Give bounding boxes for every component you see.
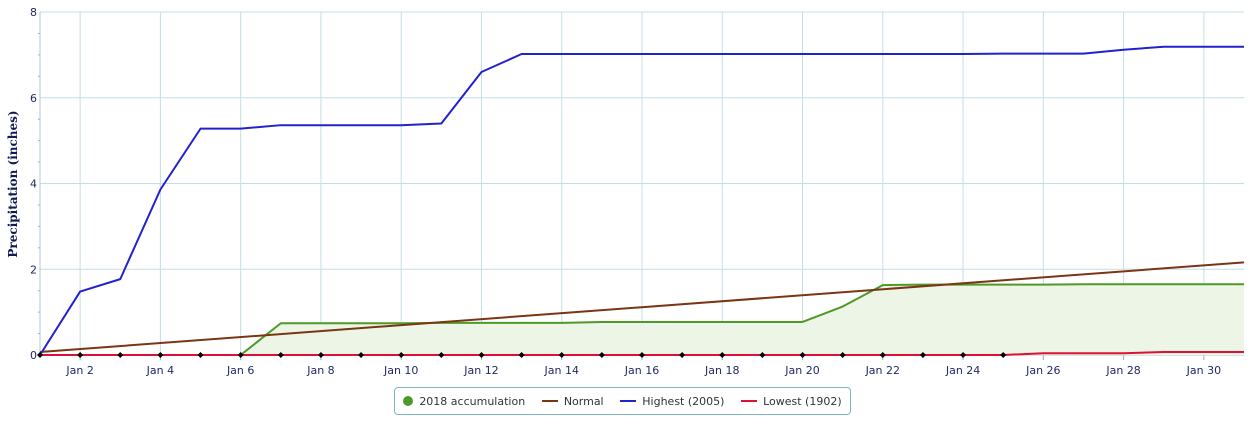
x-tick-label: Jan 4	[146, 364, 174, 377]
legend-swatch-2018	[403, 396, 414, 406]
day-marker	[879, 352, 886, 358]
legend-item-highest[interactable]: Highest (2005)	[620, 395, 724, 408]
day-marker	[438, 352, 445, 358]
x-tick-label: Jan 10	[383, 364, 418, 377]
legend-label-lowest: Lowest (1902)	[763, 394, 842, 408]
day-marker	[237, 352, 244, 358]
area-2018-accumulation	[40, 284, 1244, 355]
legend-item-lowest[interactable]: Lowest (1902)	[741, 395, 842, 408]
day-marker	[358, 352, 365, 358]
day-marker	[518, 352, 525, 358]
legend-swatch-lowest	[741, 400, 758, 402]
day-marker	[639, 352, 645, 358]
day-marker	[919, 352, 926, 358]
x-tick-label: Jan 28	[1105, 364, 1140, 377]
x-tick-label: Jan 24	[945, 364, 980, 377]
y-tick-label: 4	[30, 178, 37, 191]
x-tick-label: Jan 20	[784, 364, 819, 377]
day-marker	[157, 352, 164, 358]
day-marker	[558, 352, 565, 358]
day-marker	[117, 352, 124, 358]
legend-label-2018: 2018 accumulation	[419, 394, 526, 408]
day-marker	[598, 352, 605, 358]
day-marker	[317, 352, 324, 358]
x-tick-label: Jan 6	[226, 364, 254, 377]
y-axis-title: Precipitation (inches)	[6, 110, 20, 257]
x-tick-label: Jan 18	[704, 364, 739, 377]
series-line-normal	[39, 261, 1245, 353]
x-tick-label: Jan 22	[865, 364, 900, 377]
legend-label-highest: Highest (2005)	[642, 394, 725, 408]
x-tick-label: Jan 30	[1186, 364, 1221, 377]
day-marker	[37, 352, 43, 358]
y-tick-label: 0	[30, 349, 37, 362]
day-marker	[1000, 352, 1007, 358]
day-marker	[77, 352, 84, 358]
day-marker	[960, 352, 967, 358]
x-tick-label: Jan 14	[544, 364, 579, 377]
series-line-highest-2005	[39, 45, 1244, 356]
day-marker	[398, 352, 405, 358]
x-tick-label: Jan 2	[65, 364, 93, 377]
legend-label-normal: Normal	[563, 394, 604, 408]
legend-item-normal[interactable]: Normal	[541, 394, 604, 408]
day-marker	[478, 352, 485, 358]
x-tick-label: Jan 8	[306, 364, 334, 377]
day-marker	[799, 352, 806, 358]
day-marker	[839, 352, 846, 358]
legend-swatch-normal	[541, 400, 558, 402]
y-tick-label: 8	[30, 6, 37, 19]
y-tick-label: 2	[30, 263, 37, 276]
legend-swatch-highest	[620, 400, 637, 402]
day-marker	[759, 352, 766, 358]
daily-markers	[37, 352, 1007, 358]
x-tick-label: Jan 16	[624, 364, 659, 377]
legend: 2018 accumulation Normal Highest (2005) …	[394, 387, 851, 415]
y-axis: 0 2 4 6 8	[30, 6, 41, 362]
day-marker	[719, 352, 726, 358]
day-marker	[277, 352, 284, 358]
x-axis: Jan 2 Jan 4 Jan 6 Jan 8 Jan 10 Jan 12 Jan 14 Ja…	[40, 354, 1244, 377]
x-tick-label: Jan 26	[1025, 364, 1060, 377]
day-marker	[679, 352, 686, 358]
day-marker	[197, 352, 204, 358]
legend-item-2018-accumulation[interactable]: 2018 accumulation	[403, 395, 525, 408]
y-tick-label: 6	[30, 92, 37, 105]
x-tick-label: Jan 12	[463, 364, 498, 377]
